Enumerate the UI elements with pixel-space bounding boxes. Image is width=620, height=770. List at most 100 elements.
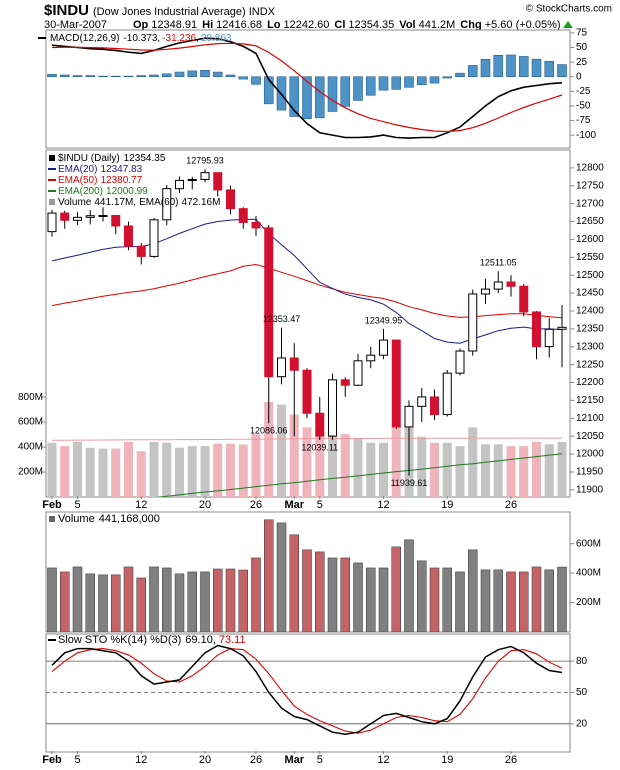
candle-body: [455, 350, 465, 374]
candle-body: [379, 339, 388, 356]
candle-body: [289, 357, 299, 371]
volume-bar: [238, 569, 248, 632]
y-tick-label: 400M: [576, 568, 601, 579]
y-tick-label: -100: [576, 130, 596, 141]
candle-body: [506, 281, 516, 287]
volume-bar: [302, 549, 312, 632]
volume-overlay-bar: [73, 441, 82, 497]
candle-body: [493, 281, 503, 290]
volume-bar: [480, 569, 491, 632]
volume-overlay-bar: [289, 414, 299, 497]
y-tick-label: 12600: [576, 234, 604, 245]
volume-bar: [187, 571, 197, 632]
histogram-bar: [353, 76, 363, 101]
macd-frame: [45, 29, 571, 149]
volume-overlay-bar: [187, 446, 197, 497]
volume-bar: [404, 539, 414, 632]
high-label: 12353.47: [263, 314, 301, 324]
y-tick-label: 25: [576, 57, 588, 68]
y-tick-label: 12000: [576, 449, 604, 460]
volume-bar: [417, 560, 427, 632]
histogram-bar: [327, 76, 338, 112]
volume-bar: [251, 557, 261, 632]
histogram-bar: [187, 70, 198, 78]
candle-body: [187, 178, 197, 181]
volume-overlay-bar: [277, 404, 286, 497]
sto-frame: [45, 633, 571, 753]
volume-overlay-bar: [442, 442, 452, 497]
candle-body: [315, 412, 325, 437]
volume-overlay-bar: [366, 442, 376, 497]
separator: ,: [213, 634, 216, 646]
volume-bar: [519, 571, 529, 632]
volume-overlay-bar: [532, 441, 541, 497]
high-label: 12349.95: [365, 315, 403, 325]
legend-value: 12354.35: [124, 153, 166, 164]
legend-value: 73.11: [219, 634, 246, 646]
volume-bar: [544, 569, 554, 632]
candle-body: [353, 360, 363, 386]
separator: ,: [157, 33, 160, 44]
volume-overlay-bar: [544, 444, 554, 497]
y2-tick-label: 800M: [18, 392, 43, 403]
y-tick-label: 200M: [576, 597, 601, 608]
volume-bar: [327, 557, 338, 632]
legend-value: -10.373: [123, 33, 157, 44]
volume-bar: [366, 567, 376, 632]
legend: $INDU (Daily) 12354.35: [58, 153, 166, 164]
volume-bar: [493, 569, 503, 632]
y-tick-label: 12050: [576, 431, 604, 442]
histogram-bar: [493, 54, 504, 78]
low-label: 12039.11: [301, 442, 338, 452]
y-tick-label: 12100: [576, 413, 604, 424]
histogram-bar: [391, 76, 402, 90]
legend-value: 69.10: [185, 634, 213, 646]
volume-overlay-bar: [85, 447, 95, 497]
legend-value: 12347.83: [100, 164, 142, 175]
volume-overlay-bar: [264, 401, 274, 497]
quote-value: 12242.60: [284, 19, 330, 31]
y-tick-label: 12800: [576, 163, 604, 174]
candle-body: [149, 219, 159, 257]
legend: Volume 441.17M, EMA(60) 472.16M: [58, 197, 220, 208]
volume-bar: [200, 571, 210, 632]
histogram-bar: [302, 76, 312, 120]
legend-name: EMA(50): [58, 175, 97, 186]
candle-body: [302, 369, 312, 414]
volume-bar: [455, 571, 465, 632]
volume-bar: [98, 574, 108, 632]
volume-bar: [506, 571, 516, 632]
histogram-bar: [123, 75, 134, 78]
legend-title: MACD(12,26,9): [50, 33, 119, 44]
y-tick-label: 12400: [576, 306, 604, 317]
volume-overlay-bar: [328, 434, 337, 497]
y-tick-label: 12300: [576, 341, 604, 352]
y2-tick-label: 600M: [18, 417, 43, 428]
candle-body: [519, 285, 529, 313]
candle-body: [213, 172, 223, 191]
volume-overlay-bar: [519, 446, 529, 497]
candle-body: [532, 311, 541, 348]
histogram-bar: [480, 59, 491, 78]
legend-value: 472.16M: [182, 197, 221, 208]
volume-overlay-bar: [417, 436, 427, 497]
macd-line: [51, 37, 563, 139]
histogram-bar: [251, 76, 261, 85]
quote-label: Op: [133, 19, 149, 31]
y-tick-label: 12350: [576, 324, 604, 335]
histogram-bar: [59, 74, 70, 78]
quote-date: 30-Mar-2007: [44, 19, 107, 31]
volume-bar: [378, 567, 389, 632]
candle-body: [238, 208, 248, 223]
y-tick-label: 12750: [576, 180, 604, 191]
volume-overlay-bar: [213, 443, 223, 497]
x-tick-label: 12: [135, 754, 147, 766]
quote-label: Lo: [267, 19, 281, 31]
y-tick-label: 80: [576, 656, 588, 667]
x-tick-label: 20: [199, 499, 211, 511]
histogram-bar: [544, 60, 555, 78]
x-tick-label: 19: [441, 499, 453, 511]
candle-body: [73, 216, 82, 221]
y-tick-label: 50: [576, 42, 588, 53]
